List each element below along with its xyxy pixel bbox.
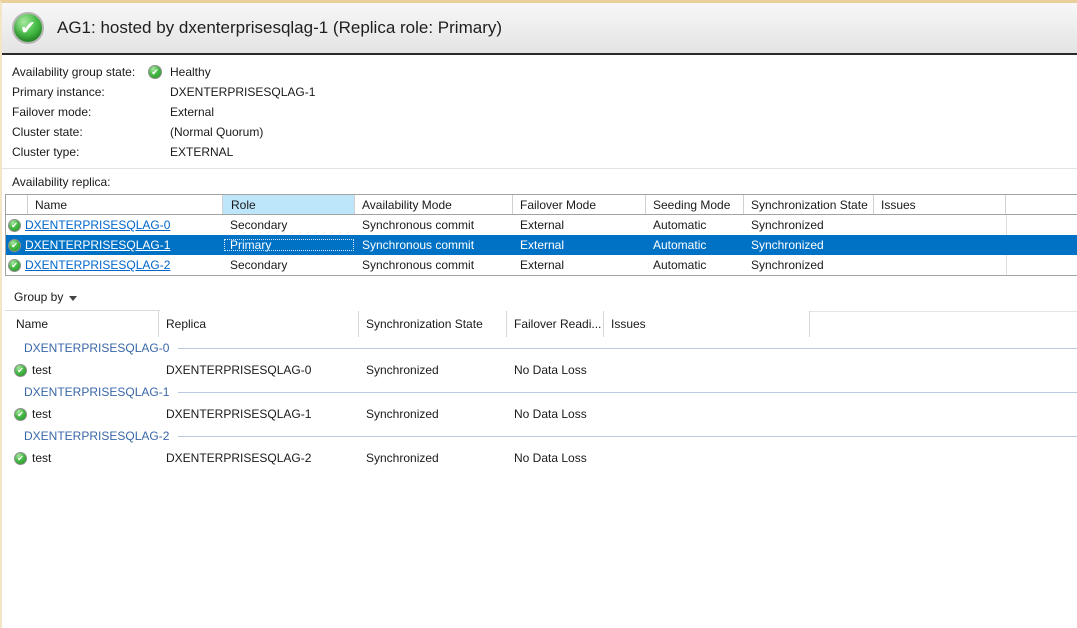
healthy-check-icon: ✔: [12, 12, 44, 44]
healthy-check-icon: ✔: [8, 218, 21, 232]
column-header-empty: [810, 311, 1077, 337]
database-table-header: Name Replica Synchronization State Failo…: [5, 311, 1077, 337]
replica-seeding-mode: Automatic: [653, 238, 707, 252]
summary-row-cluster-type: Cluster type: EXTERNAL: [12, 142, 1077, 162]
group-by-label: Group by: [14, 290, 64, 304]
column-header-icon: [6, 195, 28, 214]
summary-value: EXTERNAL: [170, 145, 234, 159]
dashboard-titlebar: ✔ AG1: hosted by dxenterprisesqlag-1 (Re…: [2, 3, 1077, 55]
column-header-empty: [1006, 195, 1077, 214]
group-divider-line: [178, 391, 1077, 393]
ag-summary: Availability group state: ✔ Healthy Prim…: [2, 55, 1077, 166]
database-table: Name Replica Synchronization State Failo…: [5, 311, 1077, 469]
healthy-check-icon: ✔: [14, 451, 27, 465]
column-header-issues[interactable]: Issues: [604, 311, 810, 337]
summary-label: Primary instance:: [12, 85, 105, 99]
replica-synchronization-state: Synchronized: [751, 218, 824, 232]
database-name: test: [32, 363, 52, 377]
replica-synchronization-state: Synchronized: [751, 258, 824, 272]
column-header-synchronization-state[interactable]: Synchronization State: [744, 195, 874, 214]
group-divider-line: [178, 435, 1077, 437]
column-header-name[interactable]: Name: [28, 195, 223, 214]
healthy-check-icon: ✔: [8, 258, 21, 272]
database-synchronization-state: Synchronized: [366, 451, 439, 465]
summary-value: External: [170, 105, 215, 119]
healthy-check-icon: ✔: [14, 363, 27, 377]
database-synchronization-state: Synchronized: [366, 407, 439, 421]
database-name: test: [32, 451, 52, 465]
replica-seeding-mode: Automatic: [653, 258, 707, 272]
group-header-dxenterprisesqlag-2[interactable]: DXENTERPRISESQLAG-2: [5, 425, 1077, 447]
section-divider: [2, 168, 1077, 169]
summary-value: Healthy: [170, 65, 211, 79]
column-header-role[interactable]: Role: [223, 195, 355, 214]
replica-failover-mode: External: [520, 218, 565, 232]
group-label: DXENTERPRISESQLAG-2: [24, 429, 170, 443]
replica-availability-mode: Synchronous commit: [362, 218, 475, 232]
column-header-replica[interactable]: Replica: [159, 311, 359, 337]
healthy-check-icon: ✔: [148, 65, 162, 79]
availability-replica-label: Availability replica:: [12, 175, 111, 189]
summary-row-failover-mode: Failover mode: External: [12, 102, 1077, 122]
replica-availability-mode: Synchronous commit: [362, 258, 475, 272]
replica-table-header: Name Role Availability Mode Failover Mod…: [6, 195, 1077, 215]
database-row[interactable]: ✔ test DXENTERPRISESQLAG-2 Synchronized …: [5, 447, 1077, 469]
summary-row-group-state: Availability group state: ✔ Healthy: [12, 62, 1077, 82]
replica-empty-cell: [1006, 215, 1077, 235]
replica-row-dxenterprisesqlag-1[interactable]: ✔ DXENTERPRISESQLAG-1 Primary Synchronou…: [6, 235, 1077, 255]
summary-label: Cluster state:: [12, 125, 83, 139]
replica-role: Secondary: [230, 258, 288, 272]
replica-failover-mode: External: [520, 258, 565, 272]
database-failover-readiness: No Data Loss: [514, 363, 587, 377]
replica-role: Primary: [223, 238, 355, 252]
replica-failover-mode: External: [520, 238, 565, 252]
database-replica: DXENTERPRISESQLAG-0: [166, 363, 312, 377]
database-failover-readiness: No Data Loss: [514, 407, 587, 421]
database-row[interactable]: ✔ test DXENTERPRISESQLAG-1 Synchronized …: [5, 403, 1077, 425]
summary-value: DXENTERPRISESQLAG-1: [170, 85, 316, 99]
column-header-issues[interactable]: Issues: [874, 195, 1006, 214]
healthy-check-icon: ✔: [14, 407, 27, 421]
database-replica: DXENTERPRISESQLAG-2: [166, 451, 312, 465]
summary-value: (Normal Quorum): [170, 125, 264, 139]
chevron-down-icon: [69, 295, 78, 301]
summary-label: Cluster type:: [12, 145, 80, 159]
replica-synchronization-state: Synchronized: [751, 238, 824, 252]
replica-seeding-mode: Automatic: [653, 218, 707, 232]
availability-replica-table: Name Role Availability Mode Failover Mod…: [5, 194, 1077, 276]
group-divider-line: [178, 347, 1077, 349]
column-header-availability-mode[interactable]: Availability Mode: [355, 195, 513, 214]
column-header-synchronization-state[interactable]: Synchronization State: [359, 311, 507, 337]
group-by-dropdown[interactable]: Group by: [5, 288, 86, 310]
database-replica: DXENTERPRISESQLAG-1: [166, 407, 312, 421]
column-header-name[interactable]: Name: [5, 311, 159, 337]
page-title: AG1: hosted by dxenterprisesqlag-1 (Repl…: [57, 18, 503, 37]
summary-row-cluster-state: Cluster state: (Normal Quorum): [12, 122, 1077, 142]
replica-role: Secondary: [230, 218, 288, 232]
database-synchronization-state: Synchronized: [366, 363, 439, 377]
healthy-check-icon: ✔: [8, 238, 21, 252]
column-header-failover-readiness[interactable]: Failover Readi...: [507, 311, 604, 337]
replica-name-link[interactable]: DXENTERPRISESQLAG-2: [25, 258, 171, 272]
database-name: test: [32, 407, 52, 421]
replica-row-dxenterprisesqlag-2[interactable]: ✔ DXENTERPRISESQLAG-2 Secondary Synchron…: [6, 255, 1077, 275]
group-label: DXENTERPRISESQLAG-1: [24, 385, 170, 399]
database-row[interactable]: ✔ test DXENTERPRISESQLAG-0 Synchronized …: [5, 359, 1077, 381]
group-header-dxenterprisesqlag-1[interactable]: DXENTERPRISESQLAG-1: [5, 381, 1077, 403]
replica-empty-cell: [1006, 235, 1077, 255]
column-header-failover-mode[interactable]: Failover Mode: [513, 195, 646, 214]
summary-row-primary-instance: Primary instance: DXENTERPRISESQLAG-1: [12, 82, 1077, 102]
replica-availability-mode: Synchronous commit: [362, 238, 475, 252]
replica-name-link[interactable]: DXENTERPRISESQLAG-1: [25, 238, 171, 252]
column-header-seeding-mode[interactable]: Seeding Mode: [646, 195, 744, 214]
group-by-divider: [5, 310, 160, 311]
database-failover-readiness: No Data Loss: [514, 451, 587, 465]
replica-name-link[interactable]: DXENTERPRISESQLAG-0: [25, 218, 171, 232]
summary-label: Availability group state:: [12, 65, 136, 79]
replica-row-dxenterprisesqlag-0[interactable]: ✔ DXENTERPRISESQLAG-0 Secondary Synchron…: [6, 215, 1077, 235]
group-header-dxenterprisesqlag-0[interactable]: DXENTERPRISESQLAG-0: [5, 337, 1077, 359]
group-label: DXENTERPRISESQLAG-0: [24, 341, 170, 355]
replica-empty-cell: [1006, 255, 1077, 275]
summary-label: Failover mode:: [12, 105, 92, 119]
